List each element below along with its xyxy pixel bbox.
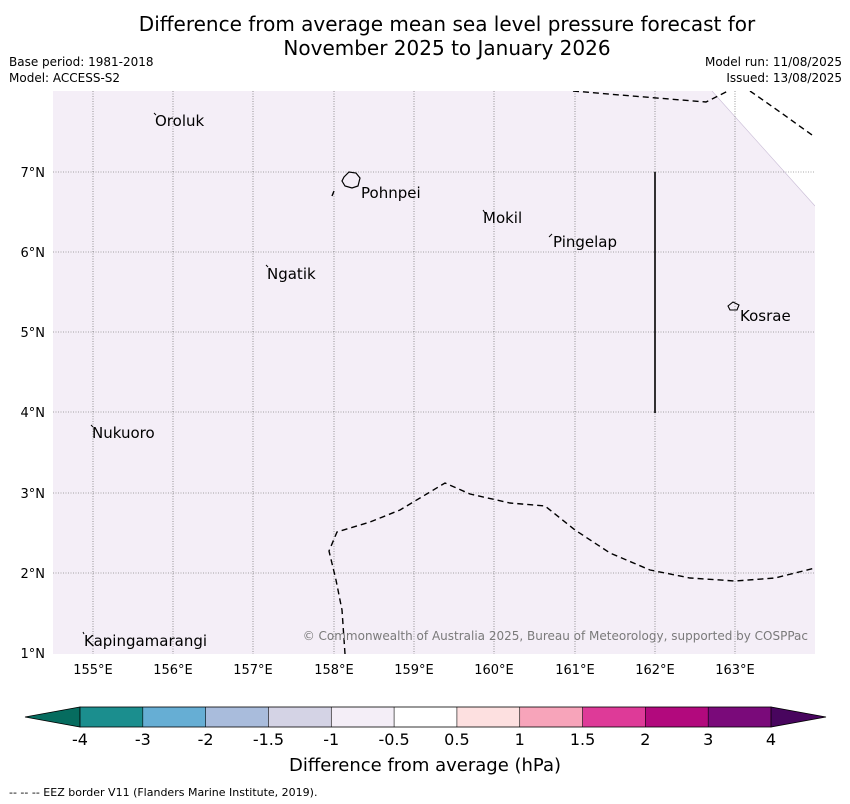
colorbar-segment (142, 707, 207, 727)
lat-label-5: 5°N (21, 326, 46, 341)
eez-border-northeast (749, 91, 813, 136)
eez-borders (328, 91, 815, 654)
place-mokil: Mokil (483, 209, 522, 227)
copyright-notice: © Commonwealth of Australia 2025, Bureau… (303, 629, 808, 643)
map-title: Difference from average mean sea level p… (0, 12, 850, 60)
mokil-atoll (482, 209, 486, 214)
place-kosrae: Kosrae (740, 307, 791, 325)
colorbar-segment (394, 707, 458, 727)
lat-label-4: 4°N (21, 406, 46, 421)
colorbar-tick-label: -0.5 (378, 730, 409, 749)
colorbar-tick-label: 3 (703, 730, 713, 749)
lon-label-157: 157°E (233, 663, 273, 678)
colorbar: -4 -3 -2 -1.5 -1 -0.5 0.5 1 1.5 2 3 4 (24, 706, 827, 749)
lat-label-6: 6°N (21, 246, 46, 261)
colorbar-tick-label: -4 (72, 730, 88, 749)
colorbar-ticks: -4 -3 -2 -1.5 -1 -0.5 0.5 1 1.5 2 3 4 (72, 730, 776, 749)
lat-label-3: 3°N (21, 487, 46, 502)
lon-label-156: 156°E (153, 663, 193, 678)
lat-label-1: 1°N (21, 647, 46, 662)
place-oroluk: Oroluk (155, 112, 204, 130)
lat-label-2: 2°N (21, 567, 46, 582)
issued-date: Issued: 13/08/2025 (726, 71, 842, 85)
colorbar-title: Difference from average (hPa) (288, 755, 562, 776)
colorbar-extend-low (24, 706, 81, 728)
colorbar-tick-label: 4 (766, 730, 776, 749)
no-data-edge (711, 91, 815, 207)
model-name: Model: ACCESS-S2 (9, 71, 121, 85)
nukuoro-atoll (90, 424, 94, 428)
title-line-1: Difference from average mean sea level p… (138, 12, 756, 36)
lon-label-161: 161°E (555, 663, 595, 678)
lat-label-7: 7°N (21, 166, 46, 181)
pressure-field (53, 91, 815, 654)
colorbar-tick-label: 0.5 (444, 730, 469, 749)
meta-left: Base period: 1981-2018 Model: ACCESS-S2 (9, 54, 154, 86)
place-nukuoro: Nukuoro (92, 424, 155, 442)
eez-border-fragment (331, 190, 335, 197)
colorbar-extend-high (770, 706, 827, 728)
colorbar-segment (80, 707, 144, 727)
lon-label-155: 155°E (73, 663, 113, 678)
eez-border-north (572, 91, 729, 103)
colorbar-segment (519, 707, 583, 727)
pingelap-atoll (548, 233, 553, 238)
ngatik-atoll (265, 264, 269, 268)
colorbar-tick-label: -1.5 (253, 730, 284, 749)
colorbar-frame (79, 706, 772, 728)
lon-label-160: 160°E (474, 663, 514, 678)
place-pohnpei: Pohnpei (361, 184, 421, 202)
meta-right: Model run: 11/08/2025 Issued: 13/08/2025 (705, 54, 842, 86)
colorbar-tick-label: -3 (135, 730, 151, 749)
eez-border-south (328, 482, 815, 654)
model-run: Model run: 11/08/2025 (704, 55, 842, 69)
place-kapingamarangi: Kapingamarangi (84, 632, 207, 650)
colorbar-segment (268, 707, 332, 727)
colorbar-segment (645, 707, 709, 727)
graticule (53, 91, 815, 654)
lon-axis: 155°E 156°E 157°E 158°E 159°E 160°E 161°… (73, 663, 755, 678)
colorbar-segment (331, 707, 395, 727)
oroluk-atoll (153, 112, 157, 116)
colorbar-tick-label: 2 (640, 730, 650, 749)
lon-label-162: 162°E (635, 663, 675, 678)
title-line-2: November 2025 to January 2026 (283, 36, 611, 60)
colorbar-tick-label: 1 (515, 730, 525, 749)
eez-footnote: -- -- -- EEZ border V11 (Flanders Marine… (9, 786, 318, 799)
lon-label-158: 158°E (314, 663, 354, 678)
map-area: Oroluk Pohnpei Mokil Pingelap Ngatik Kos… (53, 91, 815, 654)
pohnpei-island (341, 171, 361, 189)
colorbar-segment (205, 707, 269, 727)
lat-axis: 7°N 6°N 5°N 4°N 3°N 2°N 1°N (21, 166, 46, 662)
kosrae-island (727, 301, 740, 311)
base-period: Base period: 1981-2018 (9, 55, 154, 69)
place-ngatik: Ngatik (267, 265, 316, 283)
lon-label-159: 159°E (394, 663, 434, 678)
place-pingelap: Pingelap (553, 233, 617, 251)
colorbar-tick-label: -2 (198, 730, 214, 749)
colorbar-segment (708, 707, 772, 727)
colorbar-segment (456, 707, 521, 727)
kapingamarangi-atoll (82, 631, 85, 635)
colorbar-tick-label: -1 (323, 730, 339, 749)
colorbar-segment (582, 707, 646, 727)
colorbar-tick-label: 1.5 (570, 730, 595, 749)
lon-label-163: 163°E (715, 663, 755, 678)
colorbar-segments (80, 707, 772, 727)
